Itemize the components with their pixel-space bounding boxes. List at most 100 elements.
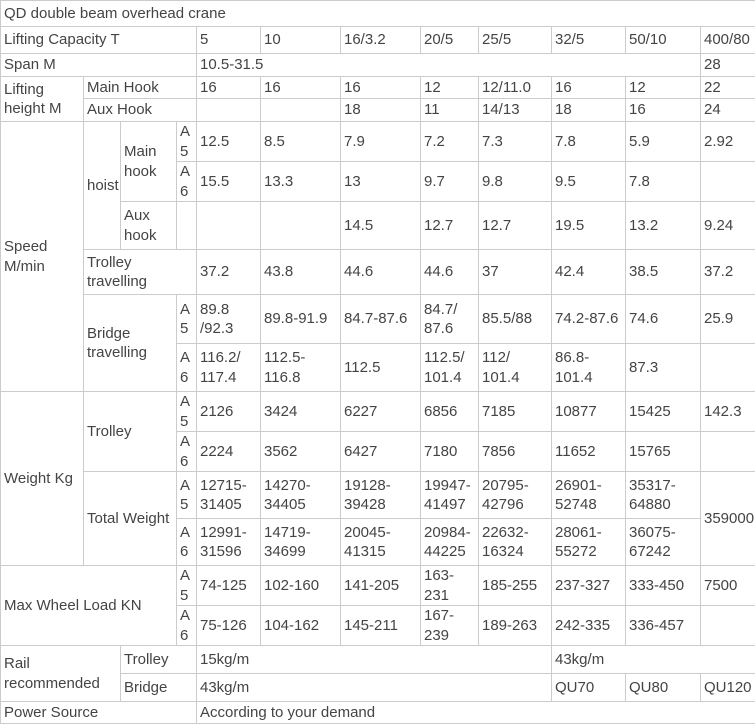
speed-cell: 25.9 bbox=[701, 295, 755, 344]
height-cell: 18 bbox=[552, 99, 626, 122]
weight-cell: 22632- 16324 bbox=[479, 519, 552, 566]
weight-cell: 2126 bbox=[197, 392, 261, 432]
height-cell: 11 bbox=[421, 99, 479, 122]
height-cell: 16 bbox=[626, 99, 701, 122]
weight-cell: 28061- 55272 bbox=[552, 519, 626, 566]
grade-empty-cell bbox=[177, 202, 197, 250]
weight-cell: 359000 bbox=[701, 472, 755, 566]
height-cell: 18 bbox=[341, 99, 421, 122]
speed-cell bbox=[701, 344, 755, 392]
speed-cell: 37 bbox=[479, 250, 552, 295]
capacity-cell: 25/5 bbox=[479, 27, 552, 54]
speed-cell: 12.7 bbox=[421, 202, 479, 250]
row-label-bridge-travelling: Bridge travelling bbox=[84, 295, 177, 392]
wheel-load-cell: 167-239 bbox=[421, 606, 479, 646]
power-source-cell: According to your demand bbox=[197, 702, 755, 724]
speed-cell: 7.8 bbox=[552, 122, 626, 162]
row-label-max-wheel-load: Max Wheel Load KN bbox=[1, 566, 177, 646]
speed-cell: 74.6 bbox=[626, 295, 701, 344]
height-cell bbox=[197, 99, 261, 122]
speed-cell: 12.7 bbox=[479, 202, 552, 250]
speed-cell: 43.8 bbox=[261, 250, 341, 295]
wheel-load-cell: 237-327 bbox=[552, 566, 626, 606]
weight-cell: 12715- 31405 bbox=[197, 472, 261, 519]
weight-cell: 7185 bbox=[479, 392, 552, 432]
wheel-load-cell: 189-263 bbox=[479, 606, 552, 646]
rail-cell: 43kg/m bbox=[197, 674, 552, 702]
speed-cell: 116.2/ 117.4 bbox=[197, 344, 261, 392]
row-label-speed-main-hook: Main hook bbox=[121, 122, 177, 202]
speed-cell: 19.5 bbox=[552, 202, 626, 250]
speed-cell: 44.6 bbox=[421, 250, 479, 295]
speed-cell: 87.3 bbox=[626, 344, 701, 392]
weight-cell: 2224 bbox=[197, 432, 261, 472]
capacity-cell: 20/5 bbox=[421, 27, 479, 54]
row-label-speed-aux-hook: Aux hook bbox=[121, 202, 177, 250]
weight-cell: 20984- 44225 bbox=[421, 519, 479, 566]
row-label-weight-trolley: Trolley bbox=[84, 392, 177, 472]
wheel-load-cell: 75-126 bbox=[197, 606, 261, 646]
speed-cell: 85.5/88 bbox=[479, 295, 552, 344]
grade-a6-label: A6 bbox=[177, 519, 197, 566]
speed-cell: 112/ 101.4 bbox=[479, 344, 552, 392]
row-label-lifting-capacity: Lifting Capacity T bbox=[1, 27, 197, 54]
row-label-trolley-travelling: Trolley travelling bbox=[84, 250, 197, 295]
weight-cell: 14270- 34405 bbox=[261, 472, 341, 519]
height-cell: 16 bbox=[552, 77, 626, 99]
capacity-cell: 16/3.2 bbox=[341, 27, 421, 54]
speed-cell: 112.5- 116.8 bbox=[261, 344, 341, 392]
wheel-load-cell: 104-162 bbox=[261, 606, 341, 646]
weight-cell: 15765 bbox=[626, 432, 701, 472]
row-label-span: Span M bbox=[1, 54, 197, 77]
speed-cell: 15.5 bbox=[197, 162, 261, 202]
rail-cell: 43kg/m bbox=[552, 646, 755, 674]
capacity-cell: 32/5 bbox=[552, 27, 626, 54]
row-label-main-hook: Main Hook bbox=[84, 77, 197, 99]
speed-cell: 9.5 bbox=[552, 162, 626, 202]
speed-cell: 37.2 bbox=[197, 250, 261, 295]
weight-cell: 142.3 bbox=[701, 392, 755, 432]
speed-cell: 13 bbox=[341, 162, 421, 202]
weight-cell: 6227 bbox=[341, 392, 421, 432]
span-cell: 28 bbox=[701, 54, 755, 77]
height-cell: 22 bbox=[701, 77, 755, 99]
speed-cell: 74.2-87.6 bbox=[552, 295, 626, 344]
speed-cell: 84.7/ 87.6 bbox=[421, 295, 479, 344]
height-cell: 16 bbox=[341, 77, 421, 99]
weight-cell: 20045- 41315 bbox=[341, 519, 421, 566]
row-label-aux-hook: Aux Hook bbox=[84, 99, 197, 122]
height-cell: 14/13 bbox=[479, 99, 552, 122]
height-cell: 12 bbox=[421, 77, 479, 99]
weight-cell: 19128- 39428 bbox=[341, 472, 421, 519]
speed-cell: 84.7-87.6 bbox=[341, 295, 421, 344]
capacity-cell: 400/80 bbox=[701, 27, 755, 54]
speed-cell: 14.5 bbox=[341, 202, 421, 250]
capacity-cell: 5 bbox=[197, 27, 261, 54]
weight-cell: 19947- 41497 bbox=[421, 472, 479, 519]
speed-cell bbox=[261, 202, 341, 250]
speed-cell: 13.3 bbox=[261, 162, 341, 202]
wheel-load-cell: 145-211 bbox=[341, 606, 421, 646]
weight-cell: 26901- 52748 bbox=[552, 472, 626, 519]
height-cell: 12/11.0 bbox=[479, 77, 552, 99]
speed-cell: 112.5/ 101.4 bbox=[421, 344, 479, 392]
speed-cell: 42.4 bbox=[552, 250, 626, 295]
grade-a6-label: A6 bbox=[177, 344, 197, 392]
speed-cell: 112.5 bbox=[341, 344, 421, 392]
speed-cell: 12.5 bbox=[197, 122, 261, 162]
weight-cell: 36075- 67242 bbox=[626, 519, 701, 566]
wheel-load-cell: 185-255 bbox=[479, 566, 552, 606]
height-cell bbox=[261, 99, 341, 122]
speed-cell: 9.8 bbox=[479, 162, 552, 202]
height-cell: 16 bbox=[197, 77, 261, 99]
row-label-weight: Weight Kg bbox=[1, 392, 84, 566]
weight-cell: 11652 bbox=[552, 432, 626, 472]
grade-a5-label: A5 bbox=[177, 122, 197, 162]
table-title: QD double beam overhead crane bbox=[1, 1, 755, 27]
wheel-load-cell: 336-457 bbox=[626, 606, 701, 646]
speed-cell: 7.2 bbox=[421, 122, 479, 162]
row-label-rail-recommended: Rail recommended bbox=[1, 646, 121, 702]
row-label-lifting-height: Lifting height M bbox=[1, 77, 84, 122]
weight-cell: 7180 bbox=[421, 432, 479, 472]
